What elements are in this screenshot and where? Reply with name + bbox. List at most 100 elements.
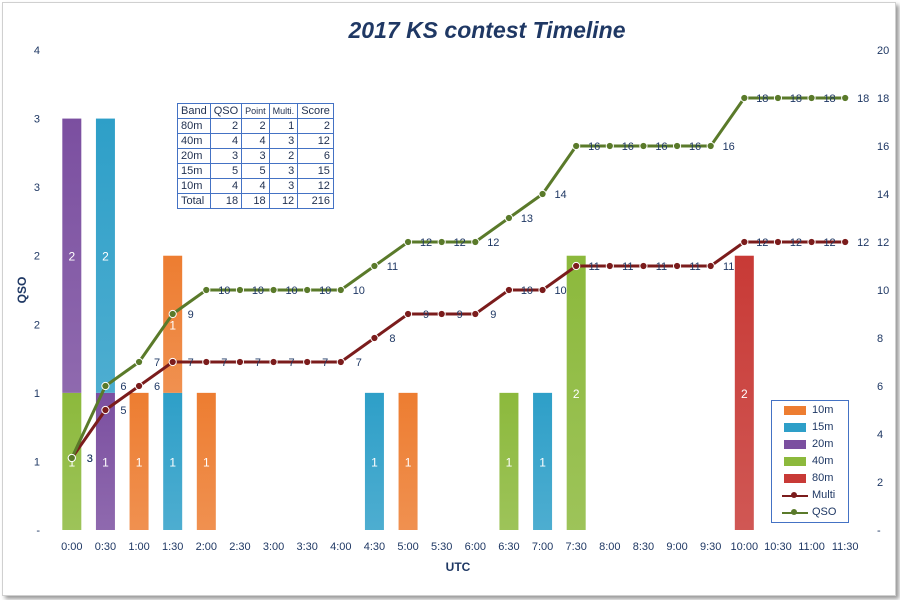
line-multi: [70, 240, 846, 459]
data-label-qso: 10: [319, 285, 331, 297]
left-tick-label: 1: [34, 388, 40, 400]
point-qso: [639, 141, 648, 151]
data-label-multi: 12: [823, 237, 835, 249]
data-label-multi: 10: [521, 285, 533, 297]
data-label-multi: 11: [723, 261, 734, 273]
y-axis-title: QSO: [15, 277, 29, 304]
bar-10m: [398, 392, 418, 530]
point-qso: [235, 285, 245, 295]
legend-item: Multi: [772, 487, 848, 504]
point-multi: [706, 261, 715, 271]
data-label-qso: 11: [387, 261, 398, 273]
point-multi: [303, 357, 312, 367]
data-label-qso: 18: [756, 93, 768, 105]
point-multi: [471, 309, 480, 319]
point-multi: [403, 309, 413, 319]
table-cell: 2: [268, 148, 299, 164]
table-cell: 4: [241, 178, 270, 194]
right-tick-label: 18: [877, 93, 889, 105]
right-tick-label: 12: [877, 237, 889, 249]
right-tick-label: 20: [877, 45, 889, 57]
bar-15m: [364, 392, 384, 530]
bar-value-label: 1: [203, 455, 210, 469]
data-label-multi: 11: [689, 261, 700, 273]
line-qso: [70, 96, 846, 459]
data-label-qso: 16: [689, 141, 701, 153]
point-qso: [403, 237, 413, 247]
point-multi: [101, 405, 110, 415]
data-label-multi: 7: [289, 357, 295, 369]
table-cell: 216: [297, 193, 334, 209]
point-qso: [303, 285, 312, 295]
point-multi: [336, 357, 345, 367]
bar-15m: [533, 392, 553, 530]
bar-15m: [95, 118, 115, 393]
table-row: 20m 3 3 2 6: [177, 148, 334, 164]
table-header-score: Score: [297, 103, 334, 119]
bar-10m: [163, 255, 183, 393]
data-label-multi: 7: [322, 357, 328, 369]
data-label-qso: 18: [790, 93, 802, 105]
data-label-qso: 10: [218, 285, 230, 297]
point-multi: [605, 261, 614, 271]
point-multi: [202, 357, 211, 367]
data-label-qso: 10: [252, 285, 264, 297]
left-tick-label: 3: [34, 114, 40, 126]
point-qso: [471, 237, 480, 247]
x-tick-label: 1:00: [128, 541, 149, 553]
bar-value-label: 2: [573, 387, 580, 401]
legend-swatch: [784, 406, 806, 415]
x-tick-label: 6:30: [498, 541, 519, 553]
x-tick-label: 11:00: [798, 541, 825, 553]
right-tick-label: 6: [877, 381, 883, 393]
right-axis: - 2 4 6 8 10 12 14 16 18 20: [877, 45, 889, 537]
data-label-qso: 9: [188, 309, 194, 321]
point-qso: [605, 141, 614, 151]
data-label-qso: 16: [622, 141, 634, 153]
data-label-multi: 3: [87, 453, 93, 465]
point-multi: [841, 237, 850, 247]
table-cell: 80m: [177, 118, 211, 134]
point-qso: [672, 141, 682, 151]
data-label-qso: 12: [454, 237, 466, 249]
data-label-qso: 10: [285, 285, 297, 297]
table-cell: 3: [268, 178, 299, 194]
bar-value-label: 1: [169, 455, 176, 469]
data-label-qso: 16: [723, 141, 735, 153]
legend-item: 40m: [772, 453, 848, 470]
data-label-multi: 6: [154, 381, 160, 393]
table-cell: 12: [297, 133, 334, 149]
table-cell: 6: [297, 148, 334, 164]
point-multi: [370, 333, 379, 343]
bar-value-label: 2: [102, 250, 109, 264]
bar-value-label: 1: [68, 455, 75, 469]
legend-label: Multi: [812, 489, 836, 501]
x-tick-label: 7:00: [532, 541, 553, 553]
point-qso: [168, 309, 177, 319]
table-cell: 1: [268, 118, 299, 134]
table-cell: 3: [241, 148, 270, 164]
point-qso: [101, 381, 110, 391]
data-label-multi: 12: [756, 237, 768, 249]
point-qso: [740, 93, 749, 103]
table-cell: 15m: [177, 163, 211, 179]
point-qso: [773, 93, 783, 103]
table-cell: 3: [209, 148, 243, 164]
table-cell: 3: [268, 133, 299, 149]
table-cell: 10m: [177, 178, 211, 194]
x-tick-label: 9:00: [666, 541, 687, 553]
table-cell: 12: [297, 178, 334, 194]
data-label-multi: 10: [554, 285, 566, 297]
bar-value-label: 1: [506, 455, 513, 469]
table-cell: Total: [177, 193, 211, 209]
point-multi: [740, 237, 749, 247]
data-label-multi: 9: [423, 309, 429, 321]
point-multi: [807, 237, 816, 247]
left-axis: - 1 1 2 2 3 3 4: [34, 45, 40, 537]
left-tick-label: -: [36, 525, 40, 537]
table-row: 10m 4 4 3 12: [177, 178, 334, 194]
legend-item: 10m: [772, 402, 848, 419]
point-qso: [504, 213, 514, 223]
